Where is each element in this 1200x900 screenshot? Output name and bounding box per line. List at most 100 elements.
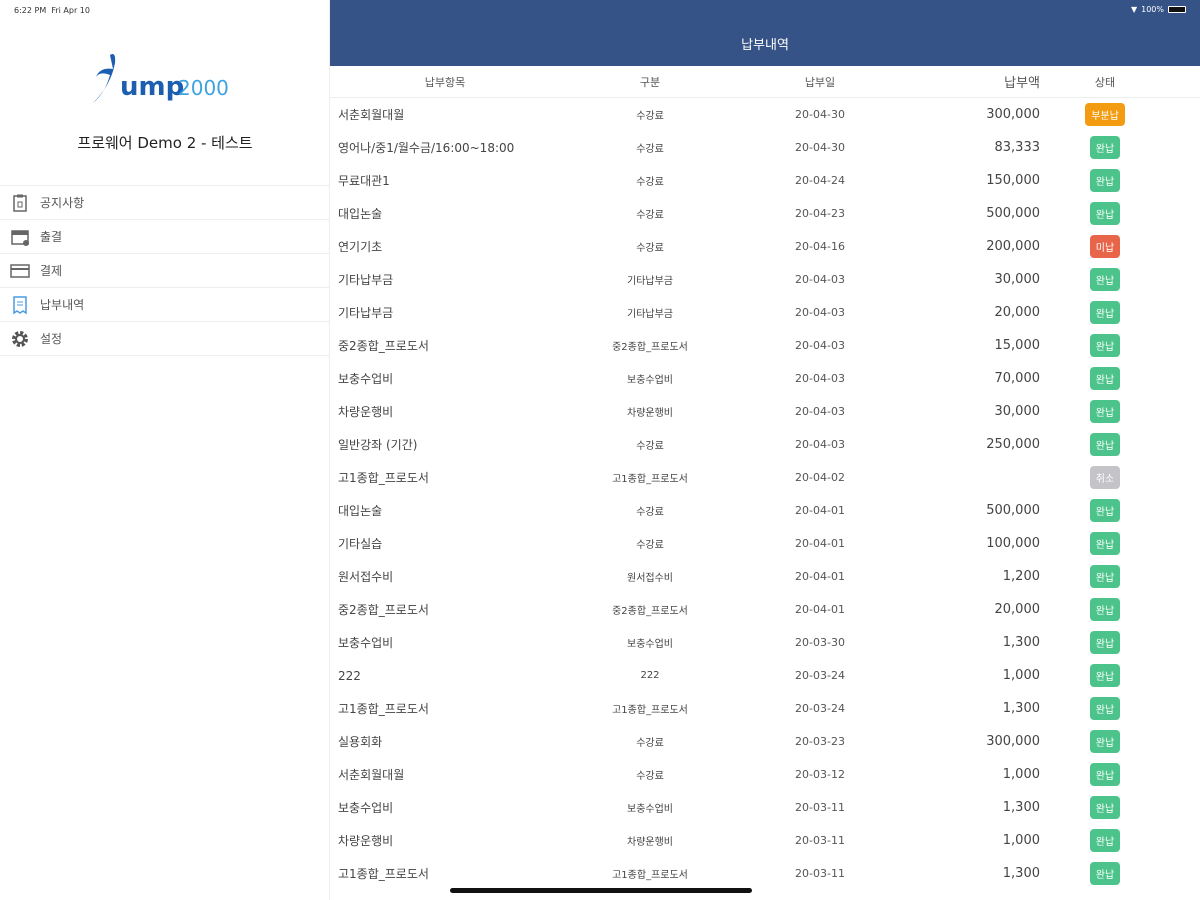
payment-date: 20-04-03 — [795, 306, 845, 319]
table-row[interactable]: 222 222 20-03-24 1,000 완납 — [330, 659, 1200, 692]
payment-date: 20-04-23 — [795, 207, 845, 220]
status-badge: 완납 — [1089, 400, 1121, 423]
status-badge: 완납 — [1089, 697, 1121, 720]
status-cell: 완납 — [1040, 169, 1170, 192]
table-row[interactable]: 고1종합_프로도서 고1종합_프로도서 20-04-02 취소 — [330, 461, 1200, 494]
category: 수강료 — [636, 144, 664, 155]
amount: 30,000 — [994, 404, 1041, 419]
sidebar-item-label: 공지사항 — [40, 196, 85, 210]
payment-date: 20-04-24 — [795, 174, 845, 187]
table-row[interactable]: 대입논술 수강료 20-04-23 500,000 완납 — [330, 197, 1200, 230]
table-row[interactable]: 무료대관1 수강료 20-04-24 150,000 완납 — [330, 164, 1200, 197]
status-cell: 취소 — [1040, 466, 1170, 489]
item-name: 대입논술 — [338, 504, 383, 518]
status-bar-right: ▼ 100% — [1131, 5, 1186, 14]
status-badge: 완납 — [1089, 202, 1121, 225]
sidebar-item-notice[interactable]: 공지사항 — [0, 186, 330, 220]
item-name: 차량운행비 — [338, 405, 394, 419]
table-row[interactable]: 보충수업비 보충수업비 20-04-03 70,000 완납 — [330, 362, 1200, 395]
payment-date: 20-03-11 — [795, 801, 845, 814]
category: 수강료 — [636, 177, 664, 188]
category: 고1종합_프로도서 — [612, 474, 688, 485]
item-name: 기타납부금 — [338, 306, 394, 320]
home-indicator[interactable] — [450, 888, 752, 893]
amount: 100,000 — [986, 536, 1040, 551]
sidebar-item-payment[interactable]: 결제 — [0, 254, 330, 288]
item-name: 보충수업비 — [338, 372, 394, 386]
table-row[interactable]: 고1종합_프로도서 고1종합_프로도서 20-03-24 1,300 완납 — [330, 692, 1200, 725]
status-cell: 완납 — [1040, 730, 1170, 753]
amount: 1,300 — [1002, 800, 1040, 815]
status-badge: 완납 — [1089, 136, 1121, 159]
amount: 1,300 — [1002, 866, 1040, 881]
status-badge: 완납 — [1089, 598, 1121, 621]
payment-date: 20-04-30 — [795, 141, 845, 154]
status-cell: 완납 — [1040, 631, 1170, 654]
category: 고1종합_프로도서 — [612, 870, 688, 881]
table-row[interactable]: 서춘회월대월 수강료 20-04-30 300,000 부분납 — [330, 98, 1200, 131]
payment-date: 20-04-01 — [795, 537, 845, 550]
table-row[interactable]: 기타납부금 기타납부금 20-04-03 20,000 완납 — [330, 296, 1200, 329]
payment-date: 20-03-11 — [795, 834, 845, 847]
amount: 70,000 — [994, 371, 1041, 386]
category: 수강료 — [636, 507, 664, 518]
table-row[interactable]: 기타실습 수강료 20-04-01 100,000 완납 — [330, 527, 1200, 560]
header-bar: ▼ 100% 납부내역 — [330, 0, 1200, 66]
item-name: 원서접수비 — [338, 570, 394, 584]
category: 수강료 — [636, 540, 664, 551]
sidebar-item-settings[interactable]: 설정 — [0, 322, 330, 356]
table-row[interactable]: 중2종합_프로도서 중2종합_프로도서 20-04-01 20,000 완납 — [330, 593, 1200, 626]
status-cell: 완납 — [1040, 433, 1170, 456]
table-header: 납부항목 구분 납부일 납부액 상태 — [330, 66, 1200, 98]
table-row[interactable]: 보충수업비 보충수업비 20-03-11 1,300 완납 — [330, 791, 1200, 824]
table-row[interactable]: 연기기초 수강료 20-04-16 200,000 미납 — [330, 230, 1200, 263]
status-cell: 완납 — [1040, 367, 1170, 390]
status-badge: 완납 — [1089, 763, 1121, 786]
table-row[interactable]: 대입논술 수강료 20-04-01 500,000 완납 — [330, 494, 1200, 527]
column-header-category: 구분 — [639, 75, 661, 89]
status-badge: 완납 — [1089, 532, 1121, 555]
item-name: 기타실습 — [338, 537, 383, 551]
table-row[interactable]: 실용회화 수강료 20-03-23 300,000 완납 — [330, 725, 1200, 758]
table-row[interactable]: 차량운행비 차량운행비 20-04-03 30,000 완납 — [330, 395, 1200, 428]
status-badge: 완납 — [1089, 367, 1121, 390]
category: 수강료 — [636, 441, 664, 452]
table-row[interactable]: 기타납부금 기타납부금 20-04-03 30,000 완납 — [330, 263, 1200, 296]
item-name: 보충수업비 — [338, 636, 394, 650]
status-badge: 부분납 — [1085, 103, 1125, 126]
item-name: 실용회화 — [338, 735, 383, 749]
sidebar-item-label: 납부내역 — [40, 298, 85, 312]
category: 원서접수비 — [627, 573, 673, 584]
time: 6:22 PM — [14, 6, 47, 15]
table-row[interactable]: 서춘회월대월 수강료 20-03-12 1,000 완납 — [330, 758, 1200, 791]
sidebar-item-attendance[interactable]: 출결 — [0, 220, 330, 254]
payment-table: 납부항목 구분 납부일 납부액 상태 서춘회월대월 수강료 20-04-30 300,… — [330, 66, 1200, 890]
table-row[interactable]: 일반강좌 (기간) 수강료 20-04-03 250,000 완납 — [330, 428, 1200, 461]
table-row[interactable]: 보충수업비 보충수업비 20-03-30 1,300 완납 — [330, 626, 1200, 659]
status-cell: 완납 — [1040, 697, 1170, 720]
payment-date: 20-04-16 — [795, 240, 845, 253]
payment-date: 20-03-11 — [795, 867, 845, 880]
status-badge: 완납 — [1089, 268, 1121, 291]
status-badge: 완납 — [1089, 433, 1121, 456]
table-row[interactable]: 차량운행비 차량운행비 20-03-11 1,000 완납 — [330, 824, 1200, 857]
item-name: 고1종합_프로도서 — [338, 471, 429, 485]
table-row[interactable]: 고1종합_프로도서 고1종합_프로도서 20-03-11 1,300 완납 — [330, 857, 1200, 890]
table-row[interactable]: 중2종합_프로도서 중2종합_프로도서 20-04-03 15,000 완납 — [330, 329, 1200, 362]
battery-percent: 100% — [1141, 5, 1164, 14]
column-header-date: 납부일 — [804, 75, 836, 89]
amount: 30,000 — [994, 272, 1041, 287]
amount: 150,000 — [986, 173, 1040, 188]
page-title: 납부내역 — [741, 38, 789, 53]
amount: 1,300 — [1002, 701, 1040, 716]
table-row[interactable]: 영어나/중1/월수금/16:00~18:00 수강료 20-04-30 83,333 완… — [330, 131, 1200, 164]
payment-date: 20-04-03 — [795, 273, 845, 286]
payment-date: 20-04-03 — [795, 339, 845, 352]
category: 중2종합_프로도서 — [612, 342, 688, 353]
sidebar: 6:22 PM Fri Apr 10 ump 2000 프로웨어 Demo 2 … — [0, 0, 330, 900]
category: 수강료 — [636, 210, 664, 221]
sidebar-item-payment-history[interactable]: 납부내역 — [0, 288, 330, 322]
payment-date: 20-04-03 — [795, 405, 845, 418]
table-row[interactable]: 원서접수비 원서접수비 20-04-01 1,200 완납 — [330, 560, 1200, 593]
status-badge: 완납 — [1089, 301, 1121, 324]
